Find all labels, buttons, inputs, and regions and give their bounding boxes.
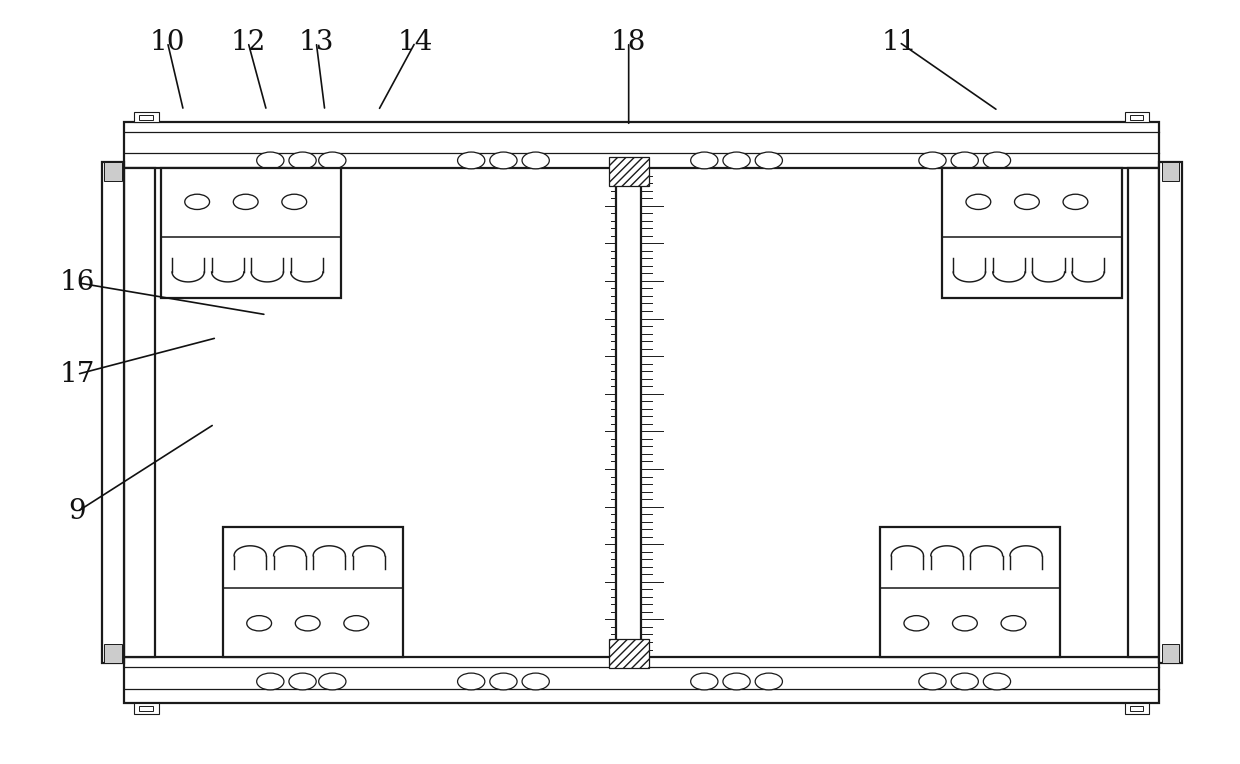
Bar: [161, 168, 341, 298]
Circle shape: [951, 152, 978, 169]
Circle shape: [458, 152, 485, 169]
Circle shape: [983, 152, 1011, 169]
Circle shape: [522, 673, 549, 690]
Text: 17: 17: [60, 361, 94, 388]
Text: 11: 11: [882, 28, 916, 56]
Circle shape: [295, 616, 320, 631]
Circle shape: [691, 673, 718, 690]
Circle shape: [247, 616, 272, 631]
Circle shape: [691, 152, 718, 169]
Circle shape: [281, 194, 306, 209]
Circle shape: [919, 152, 946, 169]
Circle shape: [966, 194, 991, 209]
Bar: [139, 706, 153, 711]
Text: 13: 13: [299, 28, 334, 56]
Circle shape: [723, 673, 750, 690]
Circle shape: [951, 673, 978, 690]
Circle shape: [233, 194, 258, 209]
Circle shape: [983, 673, 1011, 690]
Circle shape: [1014, 194, 1039, 209]
Circle shape: [522, 152, 549, 169]
Circle shape: [904, 616, 929, 631]
Text: 16: 16: [60, 269, 94, 296]
Text: 14: 14: [398, 28, 433, 56]
Circle shape: [343, 616, 368, 631]
Bar: [609, 639, 649, 668]
Text: 10: 10: [150, 28, 185, 56]
Bar: [124, 122, 1159, 168]
Circle shape: [490, 152, 517, 169]
Bar: [1130, 115, 1143, 120]
Circle shape: [952, 616, 977, 631]
Circle shape: [490, 673, 517, 690]
Bar: [609, 157, 649, 186]
Bar: [102, 162, 124, 663]
Circle shape: [257, 152, 284, 169]
Circle shape: [257, 673, 284, 690]
Bar: [124, 657, 1159, 703]
Bar: [124, 168, 155, 657]
Circle shape: [755, 152, 782, 169]
Bar: [1125, 703, 1149, 714]
Bar: [880, 527, 1060, 657]
Circle shape: [458, 673, 485, 690]
Bar: [1128, 168, 1159, 657]
Circle shape: [289, 673, 316, 690]
Circle shape: [919, 673, 946, 690]
Bar: [1130, 706, 1143, 711]
Bar: [1162, 162, 1179, 181]
Bar: [942, 168, 1122, 298]
Circle shape: [319, 152, 346, 169]
Bar: [1125, 112, 1149, 122]
Bar: [1162, 644, 1179, 663]
Bar: [1159, 162, 1182, 663]
Bar: [104, 162, 122, 181]
Text: 12: 12: [231, 28, 265, 56]
Circle shape: [1063, 194, 1087, 209]
Circle shape: [755, 673, 782, 690]
Text: 18: 18: [611, 28, 646, 56]
Circle shape: [319, 673, 346, 690]
Circle shape: [185, 194, 210, 209]
Circle shape: [1001, 616, 1025, 631]
Circle shape: [723, 152, 750, 169]
Bar: [104, 644, 122, 663]
Text: 9: 9: [68, 498, 86, 526]
Circle shape: [289, 152, 316, 169]
Bar: [223, 527, 403, 657]
Bar: [134, 112, 159, 122]
Bar: [139, 115, 153, 120]
Bar: [134, 703, 159, 714]
